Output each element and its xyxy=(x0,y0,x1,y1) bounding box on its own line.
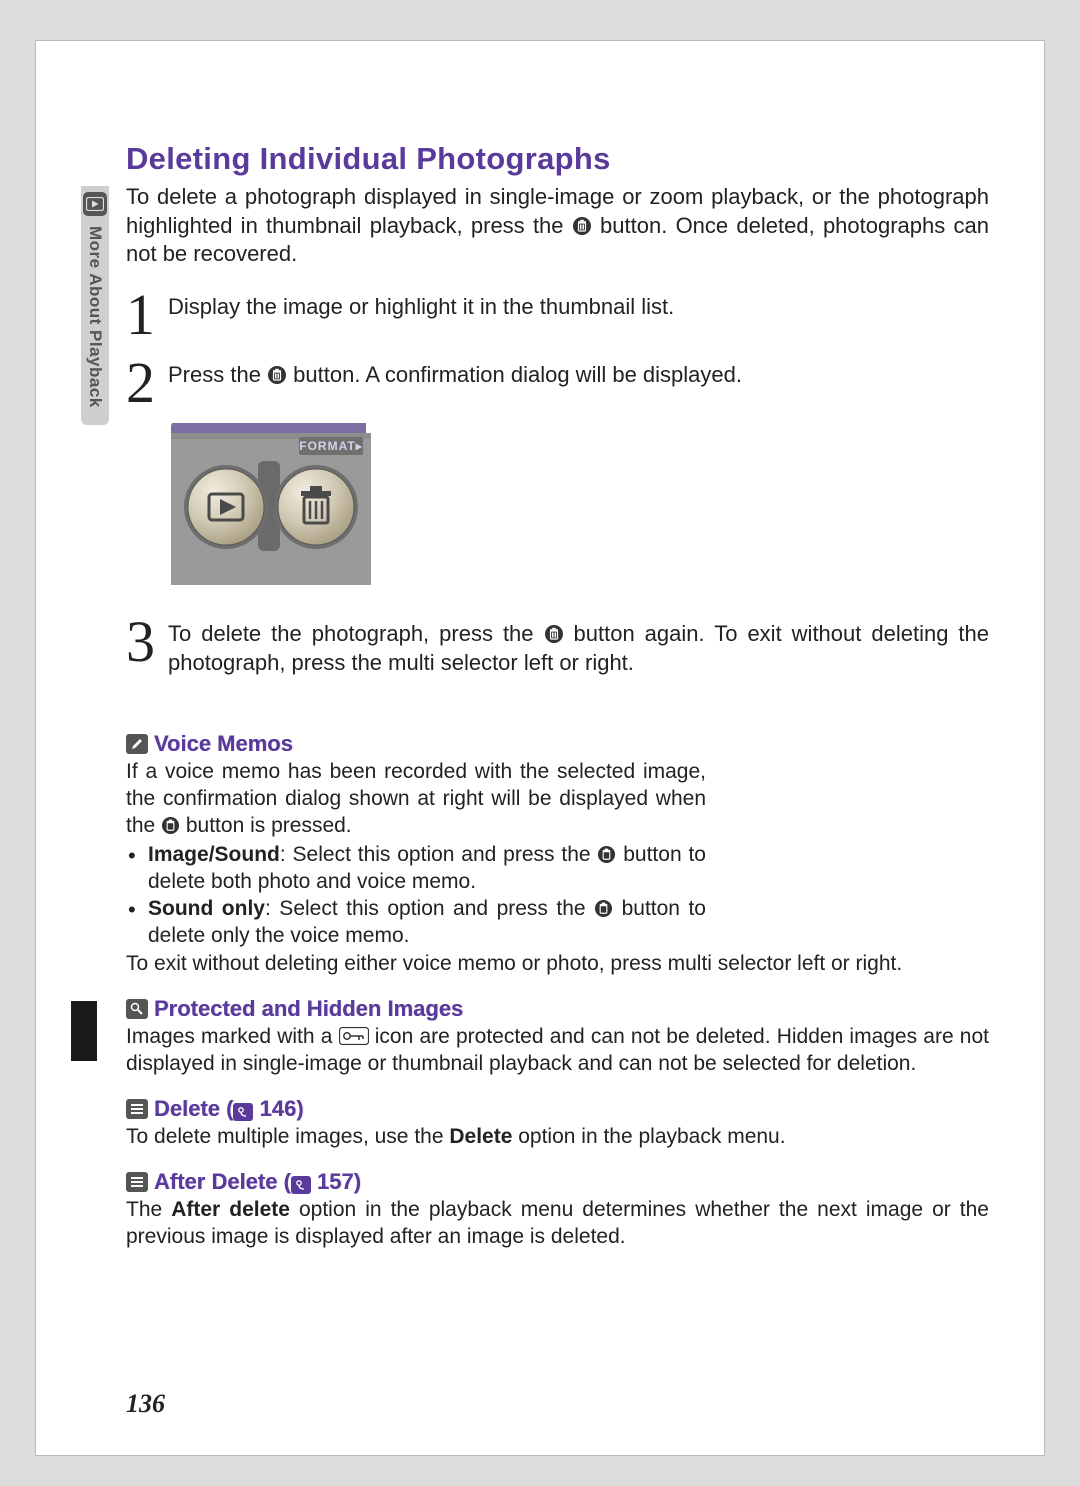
menu-icon xyxy=(126,1172,148,1192)
note-protected-body: Images marked with a icon are protected … xyxy=(126,1024,989,1078)
note-title-text: Protected and Hidden Images xyxy=(154,996,463,1022)
note-protected: Protected and Hidden Images Images marke… xyxy=(126,996,989,1078)
step-number: 3 xyxy=(126,616,166,668)
section-tab-label: More About Playback xyxy=(85,226,105,408)
menu-icon xyxy=(126,1099,148,1119)
page-title: Deleting Individual Photographs xyxy=(126,141,989,177)
step-1-text: Display the image or highlight it in the… xyxy=(168,291,989,322)
trash-icon xyxy=(572,216,592,241)
trash-icon xyxy=(544,624,564,649)
step-3: 3 To delete the photograph, press the bu… xyxy=(126,618,989,677)
pencil-icon xyxy=(126,734,148,754)
thumb-index-marker xyxy=(71,1001,97,1061)
info-icon xyxy=(126,999,148,1019)
trash-icon xyxy=(594,900,613,923)
voice-exit-text: To exit without deleting either voice me… xyxy=(126,951,989,978)
note-voice-memos: Voice Memos If a voice memo has been rec… xyxy=(126,731,989,978)
note-after-delete: After Delete ( 157) The After delete opt… xyxy=(126,1169,989,1251)
note-voice-body: If a voice memo has been recorded with t… xyxy=(126,759,989,978)
protect-key-icon xyxy=(339,1027,369,1050)
step-3-text: To delete the photograph, press the butt… xyxy=(168,618,989,677)
outer-background: More About Playback Deleting Individual … xyxy=(0,0,1080,1486)
page-ref-icon xyxy=(291,1176,311,1194)
step-2-text: Press the button. A confirmation dialog … xyxy=(168,359,989,390)
page-number: 136 xyxy=(126,1389,165,1419)
page-ref-icon xyxy=(233,1103,253,1121)
trash-icon xyxy=(597,846,616,869)
format-label: FORMAT▸ xyxy=(299,439,362,453)
step-1: 1 Display the image or highlight it in t… xyxy=(126,291,989,341)
note-delete: Delete ( 146) To delete multiple images,… xyxy=(126,1096,989,1151)
trash-icon xyxy=(267,365,287,390)
note-title-text: Delete ( 146) xyxy=(154,1096,304,1122)
step-2: 2 Press the button. A confirmation dialo… xyxy=(126,359,989,409)
section-tab: More About Playback xyxy=(81,186,109,425)
note-after-delete-body: The After delete option in the playback … xyxy=(126,1197,989,1251)
manual-page: More About Playback Deleting Individual … xyxy=(35,40,1045,1456)
intro-paragraph: To delete a photograph displayed in sing… xyxy=(126,183,989,269)
playback-tab-icon xyxy=(83,192,107,216)
note-delete-body: To delete multiple images, use the Delet… xyxy=(126,1124,989,1151)
voice-option-sound-only: Sound only: Select this option and press… xyxy=(126,896,706,950)
step-number: 2 xyxy=(126,357,166,409)
note-title-text: Voice Memos xyxy=(154,731,293,757)
step-number: 1 xyxy=(126,289,166,341)
voice-option-image-sound: Image/Sound: Select this option and pres… xyxy=(126,842,706,896)
note-title-text: After Delete ( 157) xyxy=(154,1169,361,1195)
camera-illustration: FORMAT▸ xyxy=(166,419,989,594)
trash-icon xyxy=(161,817,180,840)
